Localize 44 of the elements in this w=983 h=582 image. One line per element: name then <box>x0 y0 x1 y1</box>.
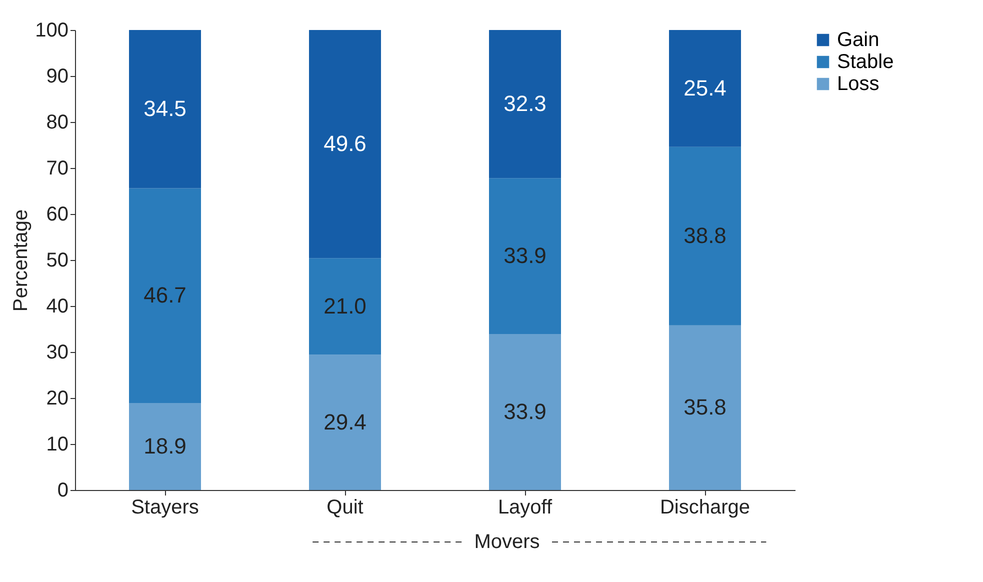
bar <box>489 30 561 178</box>
data-label: 32.3 <box>504 90 546 116</box>
y-tick-label: 90 <box>46 66 68 88</box>
data-label: 21.0 <box>324 293 366 318</box>
bar <box>489 178 561 334</box>
x-tick-label: Quit <box>326 496 364 518</box>
legend-label: Stable <box>837 51 894 73</box>
y-tick-label: 60 <box>46 204 68 226</box>
bar <box>129 188 201 404</box>
data-label: 18.9 <box>144 434 186 459</box>
x-tick-label: Stayers <box>131 496 199 518</box>
data-label: 46.7 <box>144 282 186 308</box>
y-tick-label: 10 <box>46 434 68 456</box>
bar <box>669 325 741 490</box>
data-label: 38.8 <box>684 223 726 248</box>
y-tick-label: 50 <box>46 250 68 272</box>
data-label: 33.9 <box>504 243 546 268</box>
y-tick-label: 40 <box>46 296 68 318</box>
y-axis-title: Percentage <box>10 209 32 312</box>
data-label: 29.4 <box>324 409 366 434</box>
y-tick-label: 0 <box>57 480 68 502</box>
data-label: 33.9 <box>504 399 546 424</box>
bar <box>309 354 381 490</box>
data-label: 49.6 <box>324 131 366 156</box>
y-tick-label: 70 <box>46 158 68 180</box>
x-tick-label: Discharge <box>660 496 750 518</box>
bar <box>489 334 561 490</box>
bar <box>669 146 741 326</box>
x-tick-label: Layoff <box>498 496 552 518</box>
bar <box>669 30 741 147</box>
y-tick-label: 80 <box>46 112 68 134</box>
legend-label: Loss <box>837 73 880 95</box>
bar <box>309 258 381 355</box>
legend-label: Gain <box>837 29 880 51</box>
y-tick-label: 100 <box>35 20 68 42</box>
data-label: 34.5 <box>144 96 186 121</box>
bar <box>309 30 381 258</box>
y-tick-label: 30 <box>46 342 68 364</box>
text: Movers <box>474 531 540 553</box>
data-label: 25.4 <box>684 75 726 100</box>
data-label: 35.8 <box>684 394 726 420</box>
bar <box>129 403 201 490</box>
bar <box>129 30 201 188</box>
y-tick-label: 20 <box>46 388 68 410</box>
